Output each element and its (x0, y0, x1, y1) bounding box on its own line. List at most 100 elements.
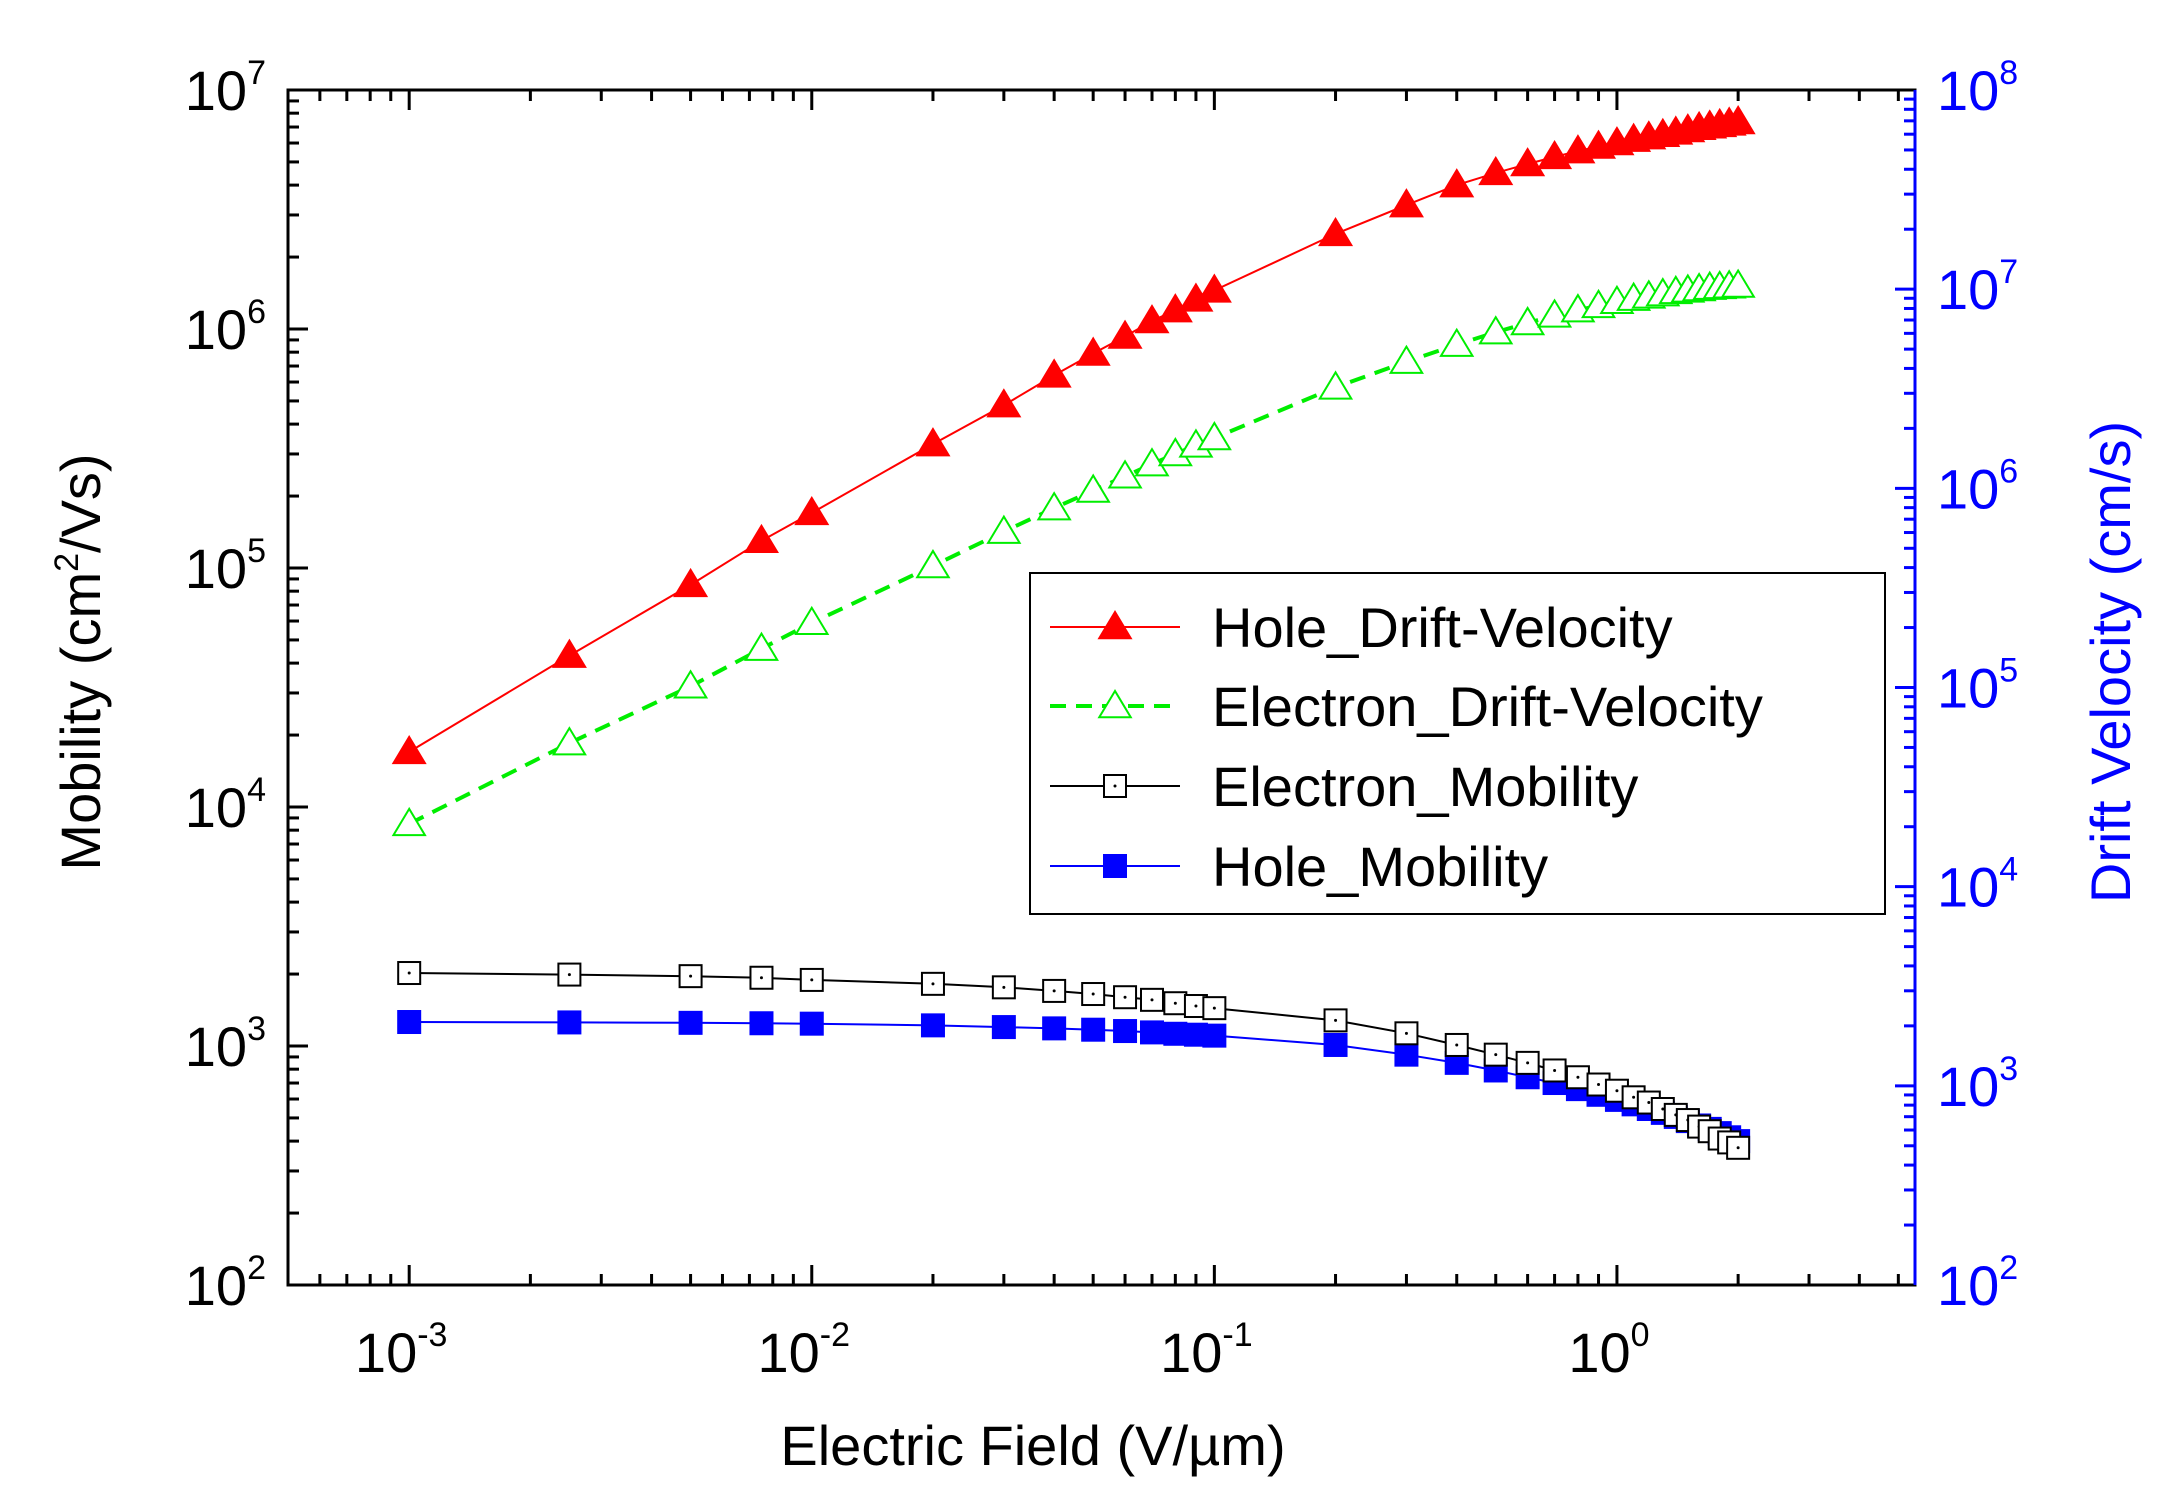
y-left-tick-label: 106 (185, 293, 266, 361)
marker-electron-mobility-dot (1173, 1001, 1177, 1005)
marker-electron-mobility-dot (1576, 1075, 1580, 1079)
marker-electron-mobility-dot (1052, 989, 1056, 993)
marker-electron-drift-velocity (986, 514, 1022, 544)
marker-electron-mobility-dot (1123, 995, 1127, 999)
marker-electron-mobility-dot (1150, 998, 1154, 1002)
legend-label-hole-mobility: Hole_Mobility (1212, 835, 1548, 898)
marker-electron-mobility-dot (810, 978, 814, 982)
legend-label-electron-mobility: Electron_Mobility (1212, 755, 1638, 818)
legend-label-electron-drift-velocity: Electron_Drift-Velocity (1212, 675, 1763, 738)
x-tick-label: 10-3 (355, 1316, 448, 1384)
marker-electron-drift-velocity (1439, 327, 1475, 357)
marker-hole-drift-velocity (1510, 147, 1546, 177)
marker-electron-mobility-dot (1526, 1061, 1530, 1065)
y-right-tick-label: 104 (1937, 851, 2018, 919)
marker-electron-drift-velocity (1388, 344, 1424, 374)
marker-hole-drift-velocity (1478, 155, 1514, 186)
marker-electron-drift-velocity (915, 549, 951, 579)
legend-box (1029, 572, 1886, 915)
marker-electron-drift-velocity (1075, 473, 1111, 503)
marker-hole-mobility (1163, 1021, 1188, 1046)
marker-hole-mobility (799, 1011, 824, 1036)
marker-electron-drift-velocity (673, 669, 709, 699)
marker-electron-mobility-dot (1632, 1095, 1636, 1099)
marker-hole-mobility (1139, 1020, 1164, 1045)
y-axis-title-right: Drift Velocity (cm/s) (2079, 421, 2142, 903)
x-axis-title: Electric Field (V/µm) (780, 1414, 1285, 1477)
legend-marker-electron-drift-velocity (1097, 689, 1133, 719)
marker-electron-mobility-dot (1002, 985, 1006, 989)
marker-electron-mobility-dot (1661, 1107, 1665, 1111)
marker-electron-drift-velocity (391, 806, 427, 837)
marker-electron-drift-velocity (1510, 306, 1546, 336)
marker-hole-mobility (1202, 1023, 1227, 1048)
marker-electron-drift-velocity (1134, 447, 1170, 477)
y-right-tick-label: 107 (1937, 253, 2018, 321)
marker-electron-mobility-dot (1597, 1083, 1601, 1087)
marker-electron-mobility-dot (689, 974, 693, 978)
marker-hole-mobility (678, 1010, 703, 1035)
marker-electron-mobility-dot (1212, 1006, 1216, 1010)
marker-hole-mobility (749, 1011, 774, 1036)
marker-electron-drift-velocity (1107, 459, 1143, 489)
marker-hole-mobility (1081, 1017, 1106, 1042)
marker-electron-mobility-dot (1647, 1101, 1651, 1105)
marker-hole-drift-velocity (1196, 273, 1232, 303)
marker-electron-drift-velocity (794, 605, 830, 636)
legend: Hole_Drift-Velocity Electron_Drift-Veloci… (1029, 572, 1886, 915)
marker-electron-mobility-dot (1404, 1031, 1408, 1035)
y-right-tick-label: 106 (1937, 452, 2018, 520)
marker-electron-mobility-dot (1494, 1053, 1498, 1057)
marker-hole-drift-velocity (1318, 216, 1354, 247)
marker-hole-drift-velocity (1720, 105, 1756, 135)
y-axis-title-left: Mobility (cm2/Vs) (48, 453, 112, 870)
marker-electron-mobility-dot (1334, 1018, 1338, 1022)
y-left-tick-label: 103 (185, 1010, 266, 1078)
marker-electron-mobility-dot (1553, 1068, 1557, 1072)
marker-electron-mobility-dot (1615, 1089, 1619, 1093)
legend-label-hole-drift-velocity: Hole_Drift-Velocity (1212, 596, 1673, 659)
marker-hole-drift-velocity (915, 427, 951, 457)
marker-hole-drift-velocity (986, 388, 1022, 418)
marker-hole-drift-velocity (1439, 168, 1475, 198)
marker-electron-drift-velocity (1720, 268, 1756, 298)
marker-electron-mobility-dot (1736, 1146, 1740, 1150)
marker-hole-drift-velocity (1075, 336, 1111, 366)
marker-electron-mobility-dot (407, 971, 411, 975)
marker-hole-drift-velocity (391, 734, 427, 765)
marker-electron-mobility-dot (1194, 1004, 1198, 1008)
marker-electron-mobility-dot (1455, 1043, 1459, 1047)
legend-marker-hole-mobility (1103, 854, 1127, 878)
marker-hole-mobility (920, 1013, 945, 1038)
y-right-tick-label: 105 (1937, 652, 2018, 720)
marker-hole-mobility (1113, 1019, 1138, 1044)
marker-hole-mobility (397, 1010, 422, 1035)
y-left-tick-label: 107 (185, 54, 266, 122)
marker-hole-drift-velocity (794, 495, 830, 526)
marker-hole-drift-velocity (1388, 188, 1424, 218)
marker-electron-mobility-dot (759, 976, 763, 980)
marker-hole-mobility (991, 1015, 1016, 1040)
marker-electron-mobility-dot (567, 973, 571, 977)
marker-hole-mobility (1042, 1016, 1067, 1041)
labels-layer: 10-3 10-2 10-1 100 102 103 104 105 106 107 102 103 1… (185, 54, 2018, 1384)
x-tick-label: 10-1 (1160, 1316, 1253, 1384)
legend-marker-hole-drift-velocity (1097, 610, 1133, 640)
marker-hole-mobility (1394, 1042, 1419, 1067)
marker-electron-mobility-dot (931, 982, 935, 986)
marker-hole-drift-velocity (673, 567, 709, 598)
y-left-tick-label: 102 (185, 1249, 266, 1317)
y-right-tick-label: 102 (1937, 1249, 2018, 1317)
marker-electron-drift-velocity (743, 631, 779, 661)
marker-hole-drift-velocity (743, 523, 779, 554)
marker-electron-drift-velocity (1036, 491, 1072, 521)
x-tick-label: 10-2 (758, 1316, 851, 1384)
marker-hole-drift-velocity (1036, 358, 1072, 388)
marker-electron-drift-velocity (1478, 315, 1514, 345)
marker-electron-mobility-dot (1091, 992, 1095, 996)
y-right-tick-label: 103 (1937, 1050, 2018, 1118)
legend-marker-electron-mobility-dot (1113, 784, 1117, 788)
y-left-tick-label: 104 (185, 771, 266, 839)
y-left-tick-label: 105 (185, 532, 266, 600)
